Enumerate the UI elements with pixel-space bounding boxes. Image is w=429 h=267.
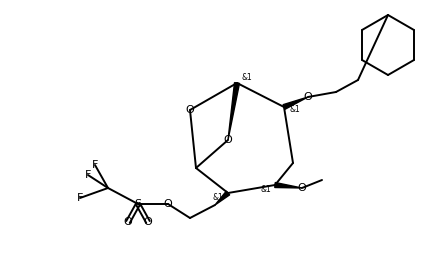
Polygon shape (215, 191, 230, 205)
Text: O: O (224, 135, 233, 145)
Polygon shape (275, 183, 302, 188)
Text: &1: &1 (242, 73, 253, 81)
Text: &1: &1 (212, 193, 223, 202)
Text: &1: &1 (289, 105, 300, 115)
Text: O: O (186, 105, 194, 115)
Text: O: O (163, 199, 172, 209)
Text: &1: &1 (260, 184, 271, 194)
Polygon shape (228, 83, 239, 140)
Polygon shape (283, 97, 308, 109)
Text: O: O (298, 183, 306, 193)
Text: F: F (92, 160, 98, 170)
Text: O: O (304, 92, 312, 102)
Text: O: O (144, 217, 152, 227)
Text: F: F (77, 193, 83, 203)
Text: F: F (85, 170, 91, 180)
Text: S: S (134, 199, 142, 209)
Text: O: O (124, 217, 133, 227)
